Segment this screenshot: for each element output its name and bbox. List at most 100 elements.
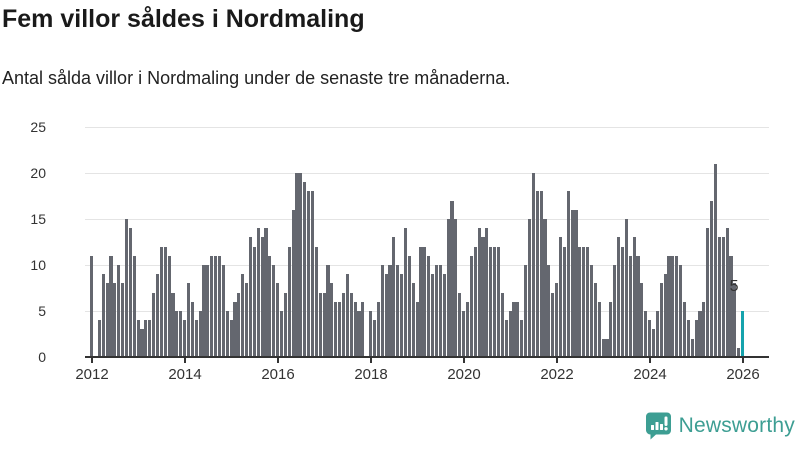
gridline <box>85 264 769 266</box>
bar <box>310 191 315 357</box>
bar <box>582 247 586 357</box>
bar <box>396 265 400 357</box>
bar <box>400 274 404 357</box>
gridline <box>85 218 769 220</box>
bar <box>403 228 408 357</box>
bar <box>279 311 284 357</box>
bar <box>442 274 446 357</box>
bar <box>326 265 330 357</box>
y-axis-label: 25 <box>30 119 46 135</box>
bar <box>733 283 737 357</box>
newsworthy-wordmark: Newsworthy <box>678 414 795 437</box>
bar <box>589 265 594 357</box>
chart-title: Fem villor såldes i Nordmaling <box>2 5 365 33</box>
bar <box>369 311 373 357</box>
bar <box>384 274 388 357</box>
bar <box>555 283 559 357</box>
bar <box>307 191 311 357</box>
y-axis-label: 0 <box>38 349 46 365</box>
bar <box>372 320 377 357</box>
bar <box>128 228 132 357</box>
bar <box>97 320 101 357</box>
bar <box>539 191 543 357</box>
bar <box>570 210 574 357</box>
bar <box>558 237 563 357</box>
bar <box>415 302 419 357</box>
bar <box>489 247 493 357</box>
bar <box>667 256 671 357</box>
bar <box>140 329 144 357</box>
bar <box>465 302 470 357</box>
newsworthy-logo: Newsworthy <box>645 411 795 441</box>
bar <box>109 256 113 357</box>
bar <box>481 237 485 357</box>
bar <box>264 228 268 357</box>
bar <box>690 339 694 357</box>
bar <box>454 219 458 357</box>
bar <box>132 256 136 357</box>
bar <box>531 173 535 357</box>
bar <box>438 265 442 357</box>
bar <box>175 311 179 357</box>
bar <box>159 247 163 357</box>
x-axis-label: 2022 <box>540 366 574 383</box>
bar <box>617 237 621 357</box>
bar <box>314 247 318 357</box>
bar <box>675 256 679 357</box>
bar <box>504 320 508 357</box>
bar <box>547 265 551 357</box>
bar <box>322 293 326 357</box>
bar <box>586 247 590 357</box>
bar <box>706 228 710 357</box>
bar <box>221 265 225 357</box>
bar <box>268 256 272 357</box>
bar <box>105 283 109 357</box>
bar <box>682 302 687 357</box>
bar <box>349 293 353 357</box>
bar <box>376 302 380 357</box>
bar <box>535 191 539 357</box>
bar <box>295 173 299 357</box>
bar <box>357 311 361 357</box>
bar <box>493 247 497 357</box>
bar <box>148 320 152 357</box>
bar <box>272 265 276 357</box>
bar <box>303 182 307 357</box>
gridline <box>85 310 769 312</box>
bar <box>694 320 698 357</box>
bar <box>717 237 721 357</box>
bar <box>624 219 628 357</box>
bar <box>190 302 194 357</box>
x-axis-tick <box>91 358 93 363</box>
bar <box>508 311 512 357</box>
bar <box>392 237 396 357</box>
bar <box>210 256 214 357</box>
bar <box>698 311 702 357</box>
highlight-bar <box>741 311 745 357</box>
bar <box>446 219 450 357</box>
bar <box>423 247 427 357</box>
bar <box>679 265 683 357</box>
x-axis-line <box>85 356 769 358</box>
bar <box>229 320 233 357</box>
bar <box>516 302 520 357</box>
bar <box>411 283 415 357</box>
bar <box>248 237 253 357</box>
bar <box>710 201 714 357</box>
bar <box>276 283 280 357</box>
newsworthy-icon <box>645 412 672 440</box>
x-axis-tick <box>184 358 186 363</box>
bar <box>214 256 218 357</box>
bar <box>462 311 466 357</box>
bar <box>469 256 473 357</box>
bar <box>341 293 346 357</box>
bar <box>605 339 609 357</box>
bar <box>121 283 125 357</box>
bar <box>458 293 462 357</box>
bar <box>496 247 501 357</box>
bar <box>520 320 524 357</box>
bar <box>183 320 187 357</box>
bar <box>136 320 140 357</box>
bar <box>593 283 597 357</box>
bar <box>512 302 516 357</box>
